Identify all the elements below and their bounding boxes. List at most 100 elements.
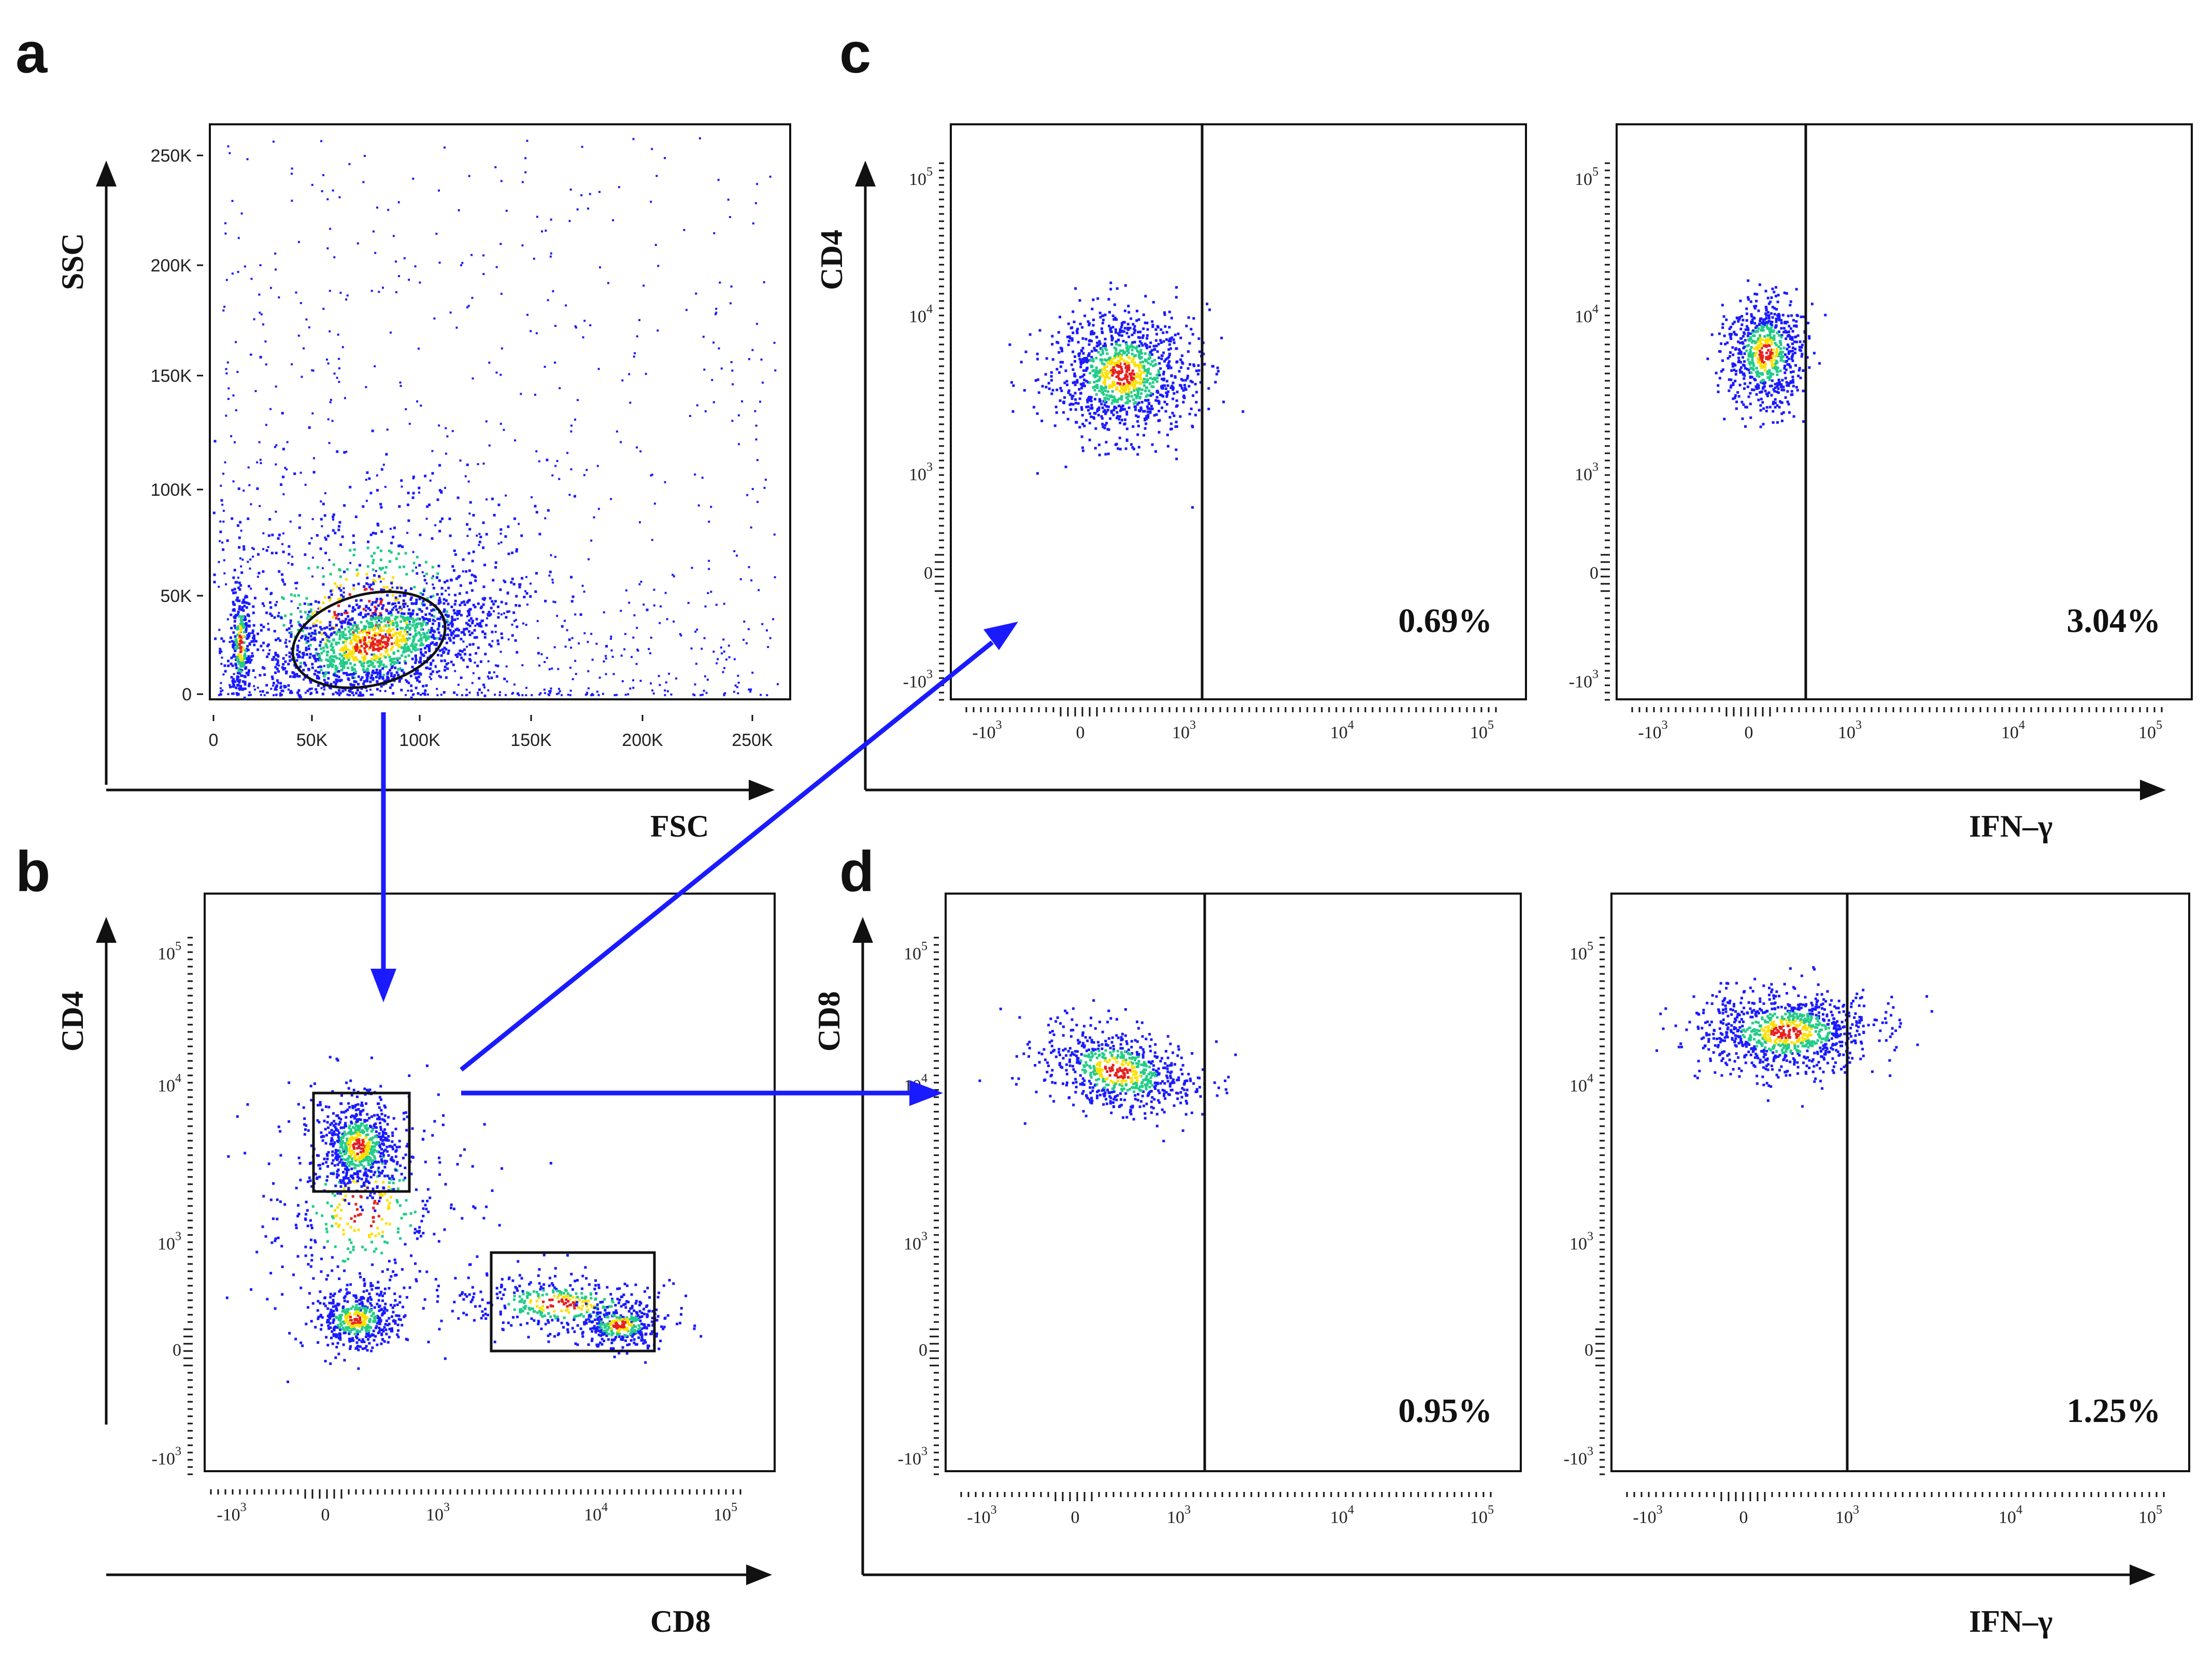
event-dot bbox=[261, 690, 264, 693]
event-dot bbox=[339, 1338, 342, 1341]
event-dot bbox=[365, 572, 368, 576]
event-dot bbox=[323, 627, 326, 630]
event-dot bbox=[605, 655, 607, 657]
event-dot bbox=[315, 652, 318, 655]
event-dot bbox=[627, 693, 630, 696]
event-dot bbox=[322, 1302, 325, 1305]
event-dot bbox=[371, 1284, 374, 1287]
event-dot bbox=[370, 1304, 373, 1307]
event-dot bbox=[485, 533, 488, 536]
event-dot bbox=[496, 639, 500, 642]
event-dot bbox=[383, 1104, 386, 1108]
event-dot bbox=[329, 664, 332, 667]
event-dot bbox=[497, 504, 501, 507]
event-dot bbox=[240, 657, 243, 660]
event-dot bbox=[512, 1316, 515, 1319]
event-dot bbox=[383, 1287, 387, 1290]
event-dot bbox=[454, 634, 457, 637]
event-dot bbox=[481, 630, 484, 633]
event-dot bbox=[437, 631, 440, 634]
event-dot bbox=[727, 198, 730, 201]
event-dot bbox=[566, 1295, 569, 1298]
event-dot bbox=[387, 1154, 390, 1157]
event-dot bbox=[377, 624, 380, 627]
event-dot bbox=[458, 610, 461, 613]
event-dot bbox=[317, 1317, 320, 1320]
event-dot bbox=[406, 1115, 409, 1118]
event-dot bbox=[258, 571, 261, 574]
event-dot bbox=[222, 510, 225, 512]
event-dot bbox=[580, 1296, 583, 1299]
event-dot bbox=[436, 572, 439, 575]
event-dot bbox=[345, 1313, 348, 1316]
event-dot bbox=[649, 652, 651, 655]
event-dot bbox=[694, 630, 697, 633]
event-dot bbox=[358, 651, 361, 654]
event-dot bbox=[244, 618, 247, 621]
event-dot bbox=[367, 660, 370, 663]
event-dot bbox=[221, 656, 223, 659]
event-dot bbox=[275, 694, 277, 696]
event-dot bbox=[421, 1138, 424, 1141]
event-dot bbox=[495, 1287, 498, 1290]
event-dot bbox=[340, 625, 343, 628]
event-dot bbox=[553, 1275, 556, 1278]
event-dot bbox=[355, 1124, 358, 1127]
event-dot bbox=[370, 674, 374, 677]
event-dot bbox=[275, 685, 278, 688]
event-dot bbox=[482, 273, 485, 275]
event-dot bbox=[350, 1226, 352, 1229]
event-dot bbox=[352, 1248, 355, 1252]
event-dot bbox=[320, 687, 323, 689]
event-dot bbox=[318, 654, 320, 657]
event-dot bbox=[299, 1341, 303, 1344]
event-dot bbox=[318, 1175, 321, 1179]
event-dot bbox=[388, 549, 391, 552]
event-dot bbox=[368, 1319, 371, 1323]
event-dot bbox=[446, 435, 449, 438]
event-dot bbox=[346, 1309, 349, 1312]
event-dot bbox=[332, 515, 335, 519]
event-dot bbox=[409, 1212, 412, 1215]
event-dot bbox=[339, 1185, 342, 1188]
event-dot bbox=[402, 615, 404, 619]
event-dot bbox=[307, 614, 310, 617]
event-dot bbox=[293, 676, 296, 679]
event-dot bbox=[550, 687, 552, 690]
event-dot bbox=[462, 570, 464, 572]
event-dot bbox=[372, 579, 375, 582]
event-dot bbox=[471, 622, 474, 625]
event-dot bbox=[280, 1245, 283, 1248]
event-dot bbox=[360, 599, 363, 602]
event-dot bbox=[310, 692, 313, 695]
event-dot bbox=[601, 1338, 604, 1341]
event-dot bbox=[404, 1153, 407, 1156]
event-dot bbox=[534, 394, 536, 396]
event-dot bbox=[589, 1327, 592, 1330]
event-dot bbox=[360, 1143, 363, 1146]
event-dot bbox=[329, 1296, 332, 1299]
event-dot bbox=[251, 652, 253, 654]
event-dot bbox=[552, 600, 555, 603]
event-dot bbox=[633, 614, 636, 616]
event-dot bbox=[244, 1152, 247, 1155]
event-dot bbox=[570, 1273, 573, 1276]
event-dot bbox=[309, 1085, 312, 1087]
event-dot bbox=[323, 679, 326, 682]
event-dot bbox=[387, 621, 390, 624]
event-dot bbox=[365, 641, 368, 644]
event-dot bbox=[281, 596, 284, 599]
event-dot bbox=[235, 641, 238, 644]
event-dot bbox=[445, 452, 447, 455]
event-dot bbox=[596, 691, 598, 693]
event-dot bbox=[331, 420, 334, 422]
event-dot bbox=[589, 324, 592, 326]
event-dot bbox=[576, 1324, 579, 1327]
event-dot bbox=[651, 473, 653, 476]
event-dot bbox=[353, 668, 356, 671]
event-dot bbox=[396, 628, 398, 630]
event-dot bbox=[596, 1345, 599, 1348]
event-dot bbox=[358, 1339, 361, 1341]
event-dot bbox=[385, 616, 388, 619]
